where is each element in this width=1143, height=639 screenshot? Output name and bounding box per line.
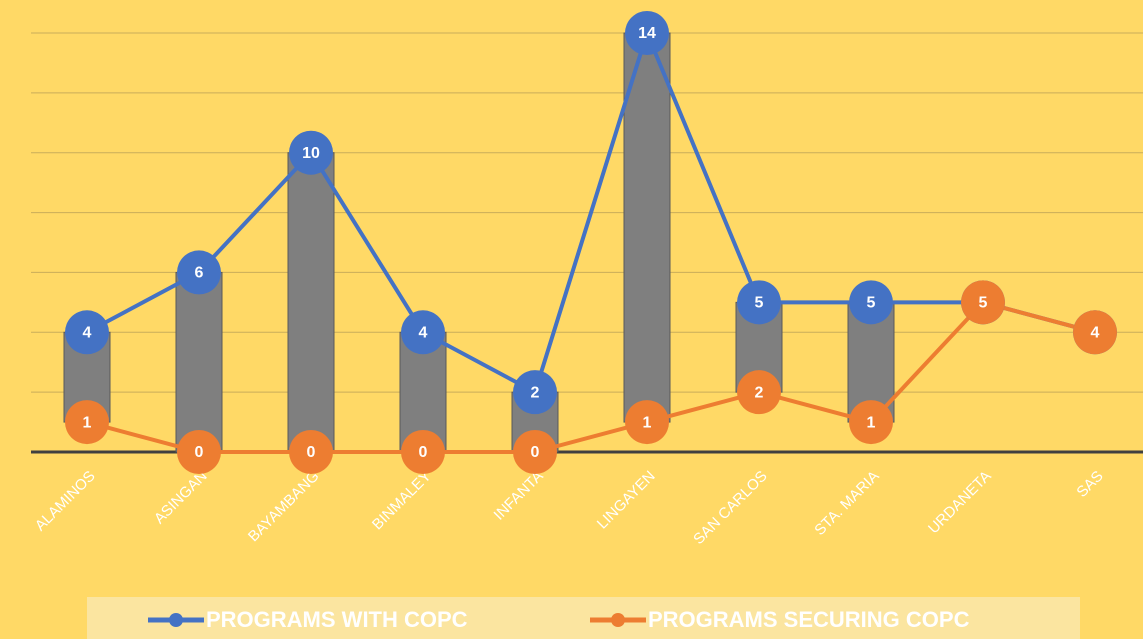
- data-label: 0: [531, 444, 540, 461]
- data-label: 2: [531, 384, 540, 401]
- marker: [737, 370, 781, 415]
- marker: [289, 430, 333, 474]
- data-label: 0: [307, 444, 316, 461]
- marker: [65, 400, 109, 445]
- marker: [961, 280, 1005, 325]
- marker: [177, 430, 221, 474]
- data-label: 6: [195, 265, 204, 282]
- marker: [401, 430, 445, 474]
- data-label: 4: [83, 325, 92, 342]
- marker: [849, 280, 893, 325]
- data-label: 4: [419, 325, 428, 342]
- marker: [513, 370, 557, 415]
- data-label: 5: [755, 295, 764, 312]
- legend-box: [87, 597, 1080, 639]
- marker: [849, 400, 893, 445]
- high-low-bar: [287, 152, 335, 453]
- marker: [625, 11, 669, 55]
- marker: [65, 310, 109, 355]
- data-label: 2: [755, 384, 764, 401]
- legend-marker: [611, 613, 625, 627]
- data-label: 1: [867, 414, 876, 431]
- marker: [1073, 310, 1117, 355]
- legend-label: PROGRAMS SECURING COPC: [648, 607, 970, 632]
- data-label: 0: [195, 444, 204, 461]
- data-label: 4: [1091, 325, 1100, 342]
- data-label: 10: [302, 145, 320, 162]
- data-label: 14: [638, 25, 656, 42]
- marker: [401, 310, 445, 355]
- series-line: [86, 27, 1096, 396]
- data-label: 5: [979, 295, 988, 312]
- data-label: 1: [83, 414, 92, 431]
- legend-label: PROGRAMS WITH COPC: [206, 607, 468, 632]
- marker: [513, 430, 557, 474]
- data-label: 0: [419, 444, 428, 461]
- legend-marker: [169, 613, 183, 627]
- high-low-bar: [623, 32, 671, 423]
- data-label: 1: [643, 414, 652, 431]
- marker: [737, 280, 781, 325]
- high-low-bar: [175, 271, 223, 453]
- data-label: 5: [867, 295, 876, 312]
- marker: [177, 250, 221, 295]
- series-line: [86, 300, 1096, 454]
- marker: [289, 130, 333, 175]
- marker: [625, 400, 669, 445]
